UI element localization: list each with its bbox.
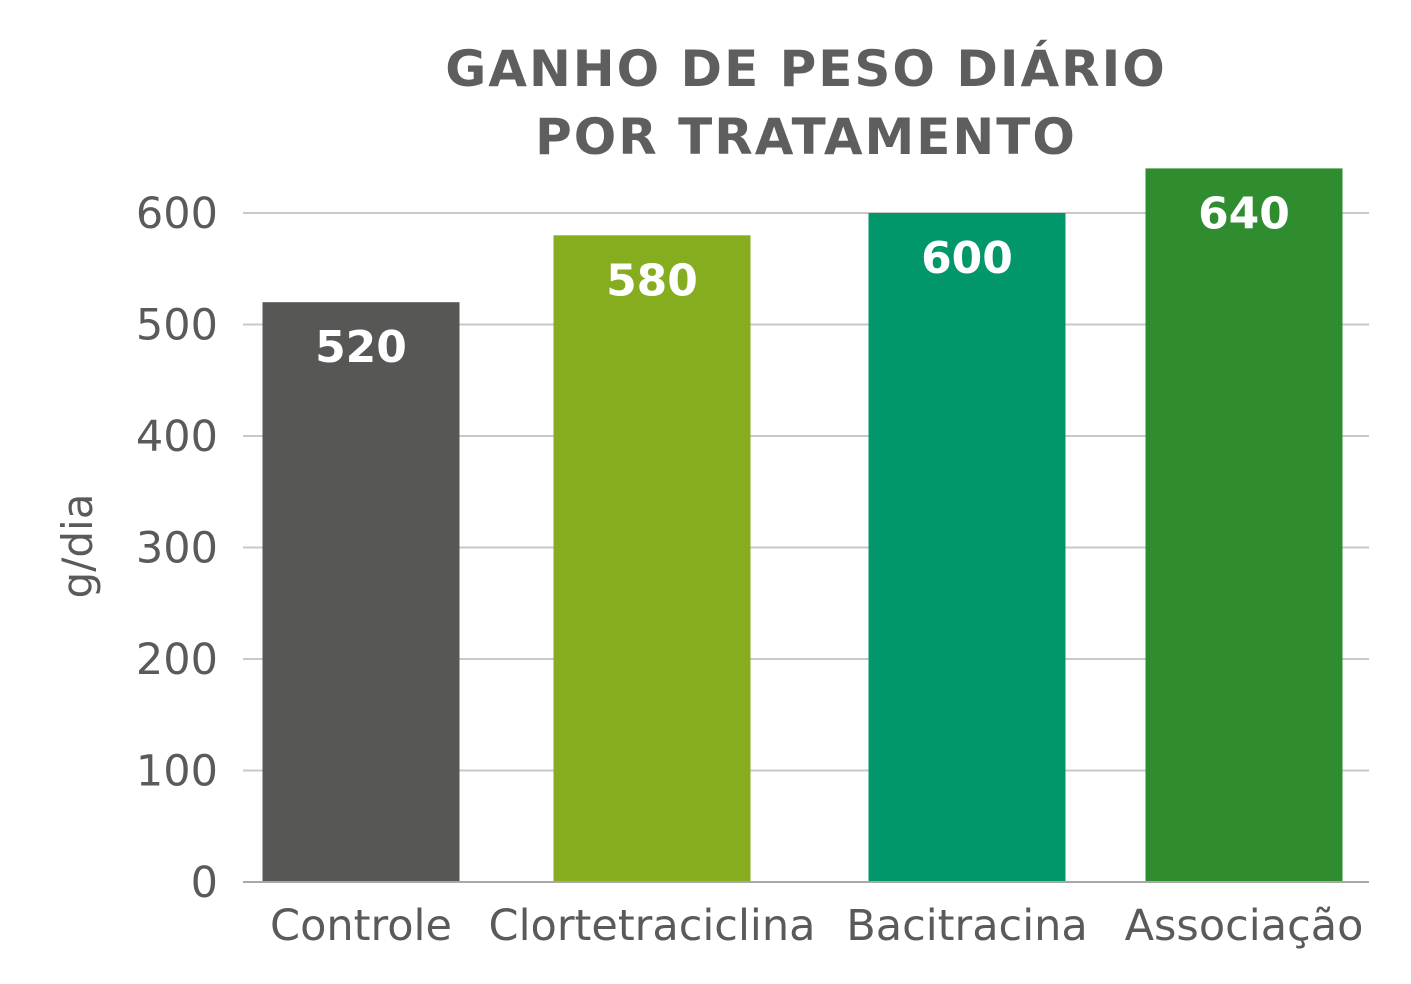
y-tick-label: 100 bbox=[136, 747, 218, 797]
y-tick-label: 500 bbox=[136, 301, 218, 351]
bar bbox=[1145, 168, 1343, 882]
y-tick-label: 200 bbox=[136, 635, 218, 685]
y-tick-label: 600 bbox=[136, 189, 218, 239]
y-tick-label: 300 bbox=[136, 524, 218, 574]
x-category-label: Bacitracina bbox=[846, 901, 1088, 951]
chart-title: GANHO DE PESO DIÁRIO POR TRATAMENTO bbox=[445, 39, 1167, 166]
y-axis-ticks: 0 100 200 300 400 500 600 bbox=[136, 189, 218, 908]
bar-value-label: 580 bbox=[606, 255, 698, 306]
bar-value-label: 600 bbox=[921, 233, 1013, 284]
x-category-label: Clortetraciclina bbox=[489, 901, 816, 951]
y-axis-label: g/dia bbox=[53, 494, 102, 599]
bar bbox=[262, 302, 460, 882]
x-category-label: Associação bbox=[1125, 901, 1364, 951]
bars bbox=[262, 168, 1343, 883]
chart-title-line-2: POR TRATAMENTO bbox=[535, 108, 1077, 166]
chart-title-line-1: GANHO DE PESO DIÁRIO bbox=[445, 39, 1167, 98]
x-axis-categories: Controle Clortetraciclina Bacitracina Assoc… bbox=[270, 901, 1363, 951]
bar bbox=[868, 213, 1066, 882]
value-labels: 520 580 600 640 bbox=[315, 188, 1290, 373]
bar-value-label: 520 bbox=[315, 322, 407, 373]
x-category-label: Controle bbox=[270, 901, 452, 951]
y-tick-label: 400 bbox=[136, 412, 218, 462]
y-tick-label: 0 bbox=[191, 858, 218, 908]
bar-value-label: 640 bbox=[1198, 188, 1290, 239]
bar bbox=[553, 235, 751, 883]
